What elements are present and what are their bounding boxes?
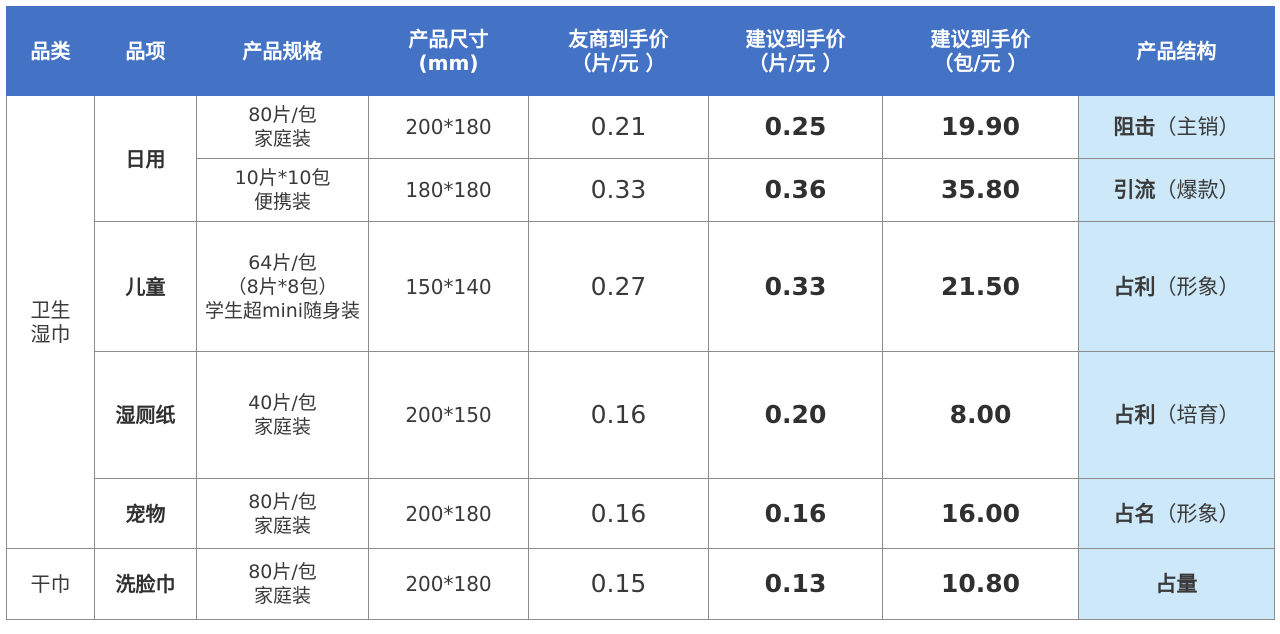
- item-cell-daily: 日用: [94, 95, 197, 222]
- spec-line: 家庭装: [253, 585, 311, 607]
- competitor-price-cell: 0.15: [528, 548, 709, 620]
- structure-sub: （主销）: [1155, 115, 1240, 139]
- competitor-price-cell: 0.16: [528, 351, 709, 479]
- structure-cell: 占利（培育）: [1078, 351, 1275, 479]
- suggested-pack-cell: 35.80: [882, 158, 1079, 222]
- product-pricing-table: 品类 品项 产品规格 产品尺寸 (mm) 友商到手价 （片/元 ） 建议到手价 …: [6, 6, 1275, 620]
- competitor-price-cell: 0.16: [528, 478, 709, 549]
- suggested-pack-cell: 19.90: [882, 95, 1079, 159]
- structure-main: 阻击: [1113, 115, 1156, 139]
- header-competitor-line1: 友商到手价: [568, 27, 669, 51]
- suggested-pack-cell: 10.80: [882, 548, 1079, 620]
- structure-cell: 占名（形象）: [1078, 478, 1275, 549]
- table-row: 卫生 湿巾 日用 80片/包 家庭装 200*180 0.21 0.25 19.…: [6, 95, 1275, 549]
- header-size: 产品尺寸 (mm): [368, 6, 529, 96]
- spec-cell: 80片/包 家庭装: [196, 95, 369, 159]
- suggested-piece-cell: 0.13: [708, 548, 883, 620]
- header-item: 品项: [94, 6, 197, 96]
- table-row: 儿童 64片/包 （8片*8包） 学生超mini随身装 150*140 0.27…: [7, 221, 1275, 352]
- header-pack-line1: 建议到手价: [930, 27, 1031, 51]
- spec-cell: 80片/包 家庭装: [196, 478, 369, 549]
- header-piece-line1: 建议到手价: [745, 27, 846, 51]
- header-row: 品类 品项 产品规格 产品尺寸 (mm) 友商到手价 （片/元 ） 建议到手价 …: [6, 6, 1275, 96]
- header-size-line1: 产品尺寸: [408, 27, 489, 51]
- category-wet-line2: 湿巾: [30, 322, 71, 346]
- category-cell-wet: 卫生 湿巾: [6, 95, 95, 549]
- header-structure: 产品结构: [1078, 6, 1275, 96]
- spec-cell: 10片*10包 便携装: [196, 158, 369, 222]
- spec-line: 家庭装: [253, 514, 311, 537]
- header-suggested-pack: 建议到手价 （包/元 ）: [882, 6, 1079, 96]
- spec-line: 家庭装: [253, 128, 311, 150]
- structure-sub: （爆款）: [1155, 178, 1240, 202]
- header-piece-line2: （片/元 ）: [748, 51, 843, 75]
- header-competitor-price: 友商到手价 （片/元 ）: [528, 6, 709, 96]
- size-cell: 150*140: [368, 221, 529, 352]
- header-category: 品类: [6, 6, 95, 96]
- item-cell-toilet: 湿厕纸: [94, 351, 197, 479]
- table-row: 干巾 洗脸巾 80片/包 家庭装 200*180 0.15 0.13 10.80…: [6, 548, 1275, 620]
- structure-cell: 占利（形象）: [1078, 221, 1275, 352]
- spec-line: 40片/包: [248, 392, 317, 414]
- structure-cell: 阻击（主销）: [1078, 95, 1275, 159]
- header-size-line2: (mm): [418, 51, 479, 75]
- spec-line: 10片*10包: [234, 167, 331, 189]
- structure-main: 占利: [1113, 403, 1156, 427]
- table-row: 湿厕纸 40片/包 家庭装 200*150 0.16 0.20 8.00 占利（…: [7, 351, 1275, 479]
- suggested-piece-cell: 0.36: [708, 158, 883, 222]
- size-cell: 200*180: [368, 478, 529, 549]
- spec-line: 便携装: [253, 191, 311, 213]
- item-cell-pet: 宠物: [94, 478, 197, 549]
- category-cell-dry: 干巾: [6, 548, 95, 620]
- table-row: 10片*10包 便携装 180*180 0.33 0.36 35.80 引流（爆…: [7, 158, 1275, 222]
- spec-line: 学生超mini随身装: [204, 299, 361, 322]
- spec-line: 家庭装: [253, 416, 311, 438]
- structure-main: 占量: [1155, 572, 1198, 596]
- spec-line: （8片*8包）: [227, 275, 338, 298]
- spec-cell: 80片/包 家庭装: [196, 548, 369, 620]
- structure-sub: （培育）: [1155, 403, 1240, 427]
- structure-cell: 引流（爆款）: [1078, 158, 1275, 222]
- spec-line: 80片/包: [248, 104, 317, 126]
- competitor-price-cell: 0.21: [528, 95, 709, 159]
- suggested-piece-cell: 0.16: [708, 478, 883, 549]
- structure-cell: 占量: [1078, 548, 1275, 620]
- spec-cell: 64片/包 （8片*8包） 学生超mini随身装: [196, 221, 369, 352]
- spec-cell: 40片/包 家庭装: [196, 351, 369, 479]
- suggested-piece-cell: 0.20: [708, 351, 883, 479]
- suggested-pack-cell: 21.50: [882, 221, 1079, 352]
- header-suggested-piece: 建议到手价 （片/元 ）: [708, 6, 883, 96]
- competitor-price-cell: 0.33: [528, 158, 709, 222]
- structure-main: 占名: [1113, 501, 1156, 526]
- header-spec: 产品规格: [196, 6, 369, 96]
- size-cell: 200*180: [368, 548, 529, 620]
- structure-sub: （形象）: [1155, 274, 1240, 299]
- suggested-pack-cell: 8.00: [882, 351, 1079, 479]
- suggested-pack-cell: 16.00: [882, 478, 1079, 549]
- item-cell-face: 洗脸巾: [94, 548, 197, 620]
- structure-main: 占利: [1113, 274, 1156, 299]
- suggested-piece-cell: 0.33: [708, 221, 883, 352]
- spec-line: 80片/包: [248, 561, 317, 583]
- competitor-price-cell: 0.27: [528, 221, 709, 352]
- size-cell: 200*180: [368, 95, 529, 159]
- category-wet-line1: 卫生: [30, 298, 71, 322]
- structure-sub: （形象）: [1155, 501, 1240, 526]
- structure-main: 引流: [1113, 178, 1156, 202]
- size-cell: 180*180: [368, 158, 529, 222]
- spec-line: 64片/包: [248, 251, 317, 274]
- suggested-piece-cell: 0.25: [708, 95, 883, 159]
- size-cell: 200*150: [368, 351, 529, 479]
- header-competitor-line2: （片/元 ）: [571, 51, 666, 75]
- header-pack-line2: （包/元 ）: [933, 51, 1028, 75]
- spec-line: 80片/包: [248, 490, 317, 513]
- item-cell-kids: 儿童: [94, 221, 197, 352]
- table-row: 宠物 80片/包 家庭装 200*180 0.16 0.16 16.00 占名（…: [7, 478, 1275, 549]
